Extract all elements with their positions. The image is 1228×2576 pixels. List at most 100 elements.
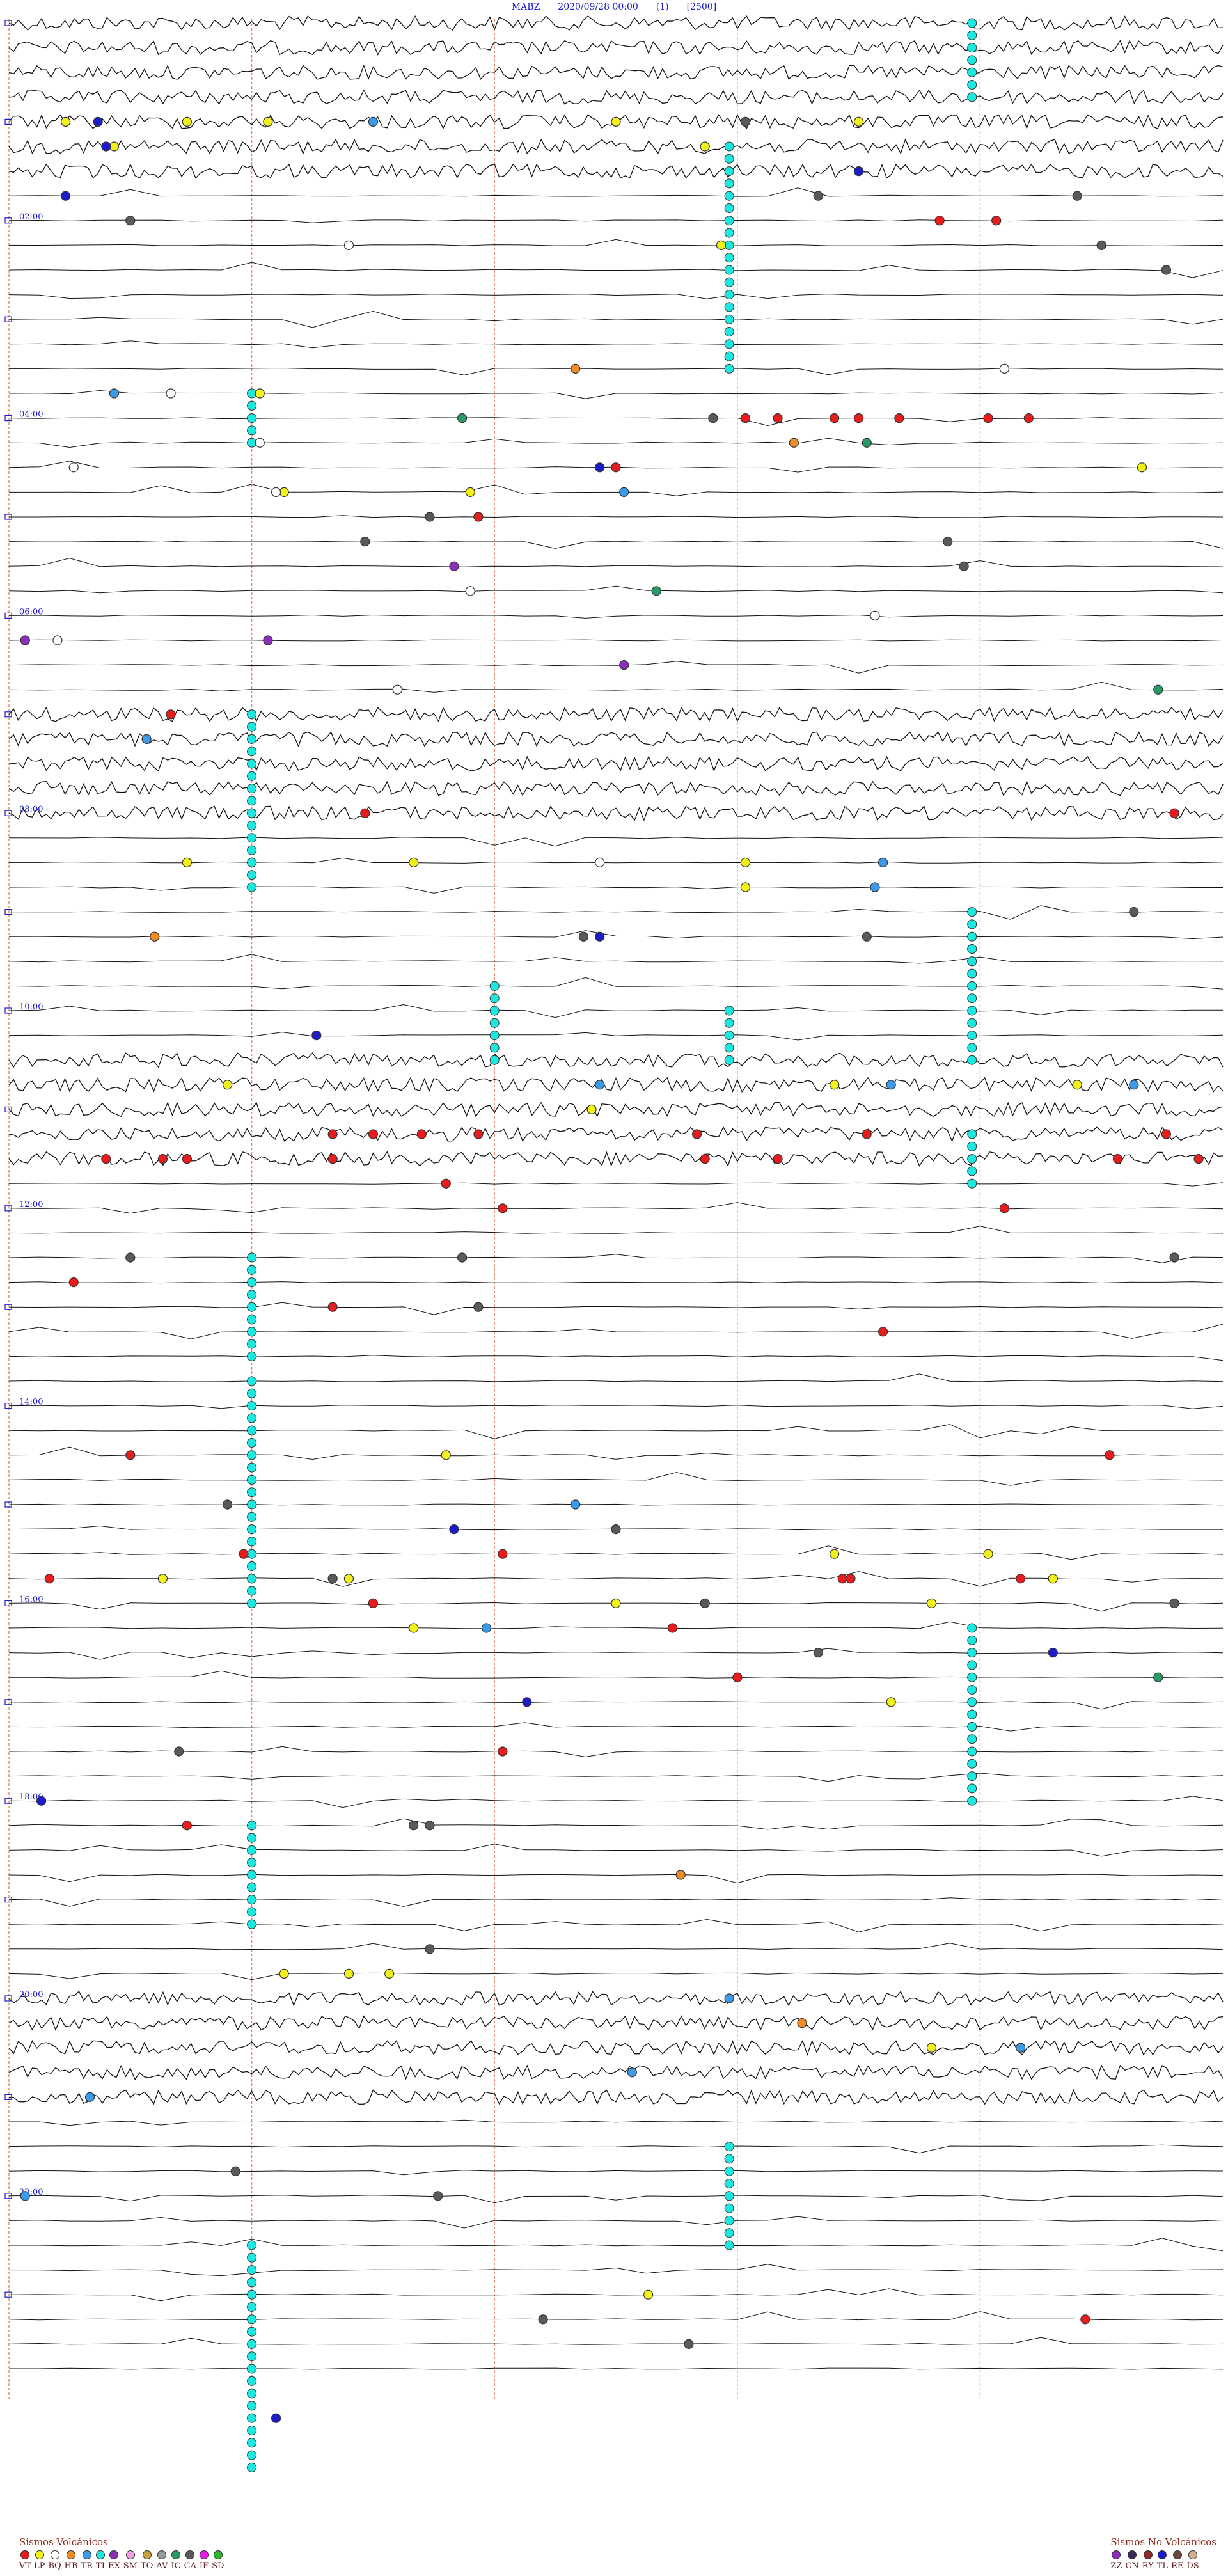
trace-line bbox=[9, 1943, 1224, 1950]
event-ti bbox=[489, 981, 500, 991]
event-ca bbox=[1072, 191, 1082, 201]
event-bq bbox=[999, 363, 1009, 374]
header-scale: [2500] bbox=[686, 2, 717, 12]
event-vt bbox=[1169, 808, 1179, 818]
legend-volcanic-label-hb: HB bbox=[64, 2561, 78, 2571]
event-bq bbox=[392, 684, 402, 695]
event-bq bbox=[870, 610, 880, 621]
event-lp bbox=[223, 1080, 233, 1090]
trace-line bbox=[8, 2015, 1224, 2032]
row-marker bbox=[4, 1205, 12, 1212]
time-label: 14:00 bbox=[19, 1398, 43, 1407]
event-ti bbox=[247, 413, 257, 423]
event-tr bbox=[886, 1080, 896, 1090]
legend-nonvolcanic-item-re: RE bbox=[1171, 2550, 1183, 2571]
event-ti bbox=[724, 1055, 734, 1065]
event-ti bbox=[724, 2154, 734, 2164]
event-lp bbox=[1048, 1574, 1058, 1584]
trace-line bbox=[8, 1052, 1224, 1068]
event-ex bbox=[263, 635, 273, 645]
event-ti bbox=[967, 18, 977, 28]
event-ti bbox=[247, 1870, 257, 1880]
event-tl bbox=[449, 1524, 459, 1535]
event-lp bbox=[740, 882, 751, 892]
time-label: 20:00 bbox=[19, 1990, 43, 2000]
trace-line bbox=[9, 515, 1224, 518]
legend-nonvolcanic-label-ry: RY bbox=[1142, 2561, 1154, 2571]
trace-line bbox=[8, 930, 1224, 940]
event-ti bbox=[724, 2228, 734, 2238]
event-lp bbox=[182, 857, 192, 868]
event-ti bbox=[247, 1574, 257, 1584]
time-label: 02:00 bbox=[19, 212, 43, 222]
event-lp bbox=[409, 1623, 419, 1633]
event-tr bbox=[870, 882, 880, 892]
event-ti bbox=[247, 1462, 257, 1473]
trace-line bbox=[8, 805, 1224, 821]
event-ti bbox=[967, 1043, 977, 1053]
event-ti bbox=[967, 1746, 977, 1757]
event-ca bbox=[959, 561, 969, 571]
event-ca bbox=[813, 1648, 823, 1658]
trace-line bbox=[8, 239, 1224, 246]
legend-nonvolcanic-dot-ry bbox=[1143, 2550, 1153, 2559]
event-ti bbox=[967, 981, 977, 991]
trace-line bbox=[8, 219, 1224, 223]
event-ca bbox=[425, 1821, 435, 1831]
trace-line bbox=[8, 294, 1224, 299]
event-vt bbox=[894, 413, 904, 423]
trace-line bbox=[8, 15, 1224, 31]
event-ti bbox=[967, 1660, 977, 1670]
legend-volcanic-label-sm: SM bbox=[123, 2561, 138, 2571]
trace-line bbox=[8, 1126, 1224, 1142]
event-ti bbox=[247, 438, 257, 448]
event-ti bbox=[247, 1401, 257, 1411]
trace-line bbox=[8, 780, 1224, 797]
event-ca bbox=[360, 536, 370, 547]
row-marker bbox=[4, 20, 12, 26]
event-ti bbox=[247, 784, 257, 794]
event-ti bbox=[489, 1018, 500, 1028]
legend-nonvolcanic-item-tl: TL bbox=[1157, 2550, 1168, 2571]
event-ca bbox=[684, 2339, 694, 2349]
event-ti bbox=[724, 2215, 734, 2225]
event-bq bbox=[68, 462, 79, 473]
event-ti bbox=[247, 1315, 257, 1324]
event-ti bbox=[724, 141, 734, 152]
trace-line bbox=[8, 755, 1224, 772]
event-ti bbox=[247, 1425, 257, 1435]
event-lp bbox=[830, 1080, 840, 1090]
event-ti bbox=[967, 1623, 977, 1633]
event-tr bbox=[1129, 1080, 1139, 1090]
trace-line bbox=[8, 138, 1224, 155]
event-vt bbox=[166, 709, 176, 720]
event-ti bbox=[724, 166, 734, 177]
event-ic bbox=[457, 413, 468, 423]
event-ti bbox=[967, 1154, 977, 1164]
event-lp bbox=[465, 487, 475, 498]
event-ti bbox=[247, 771, 257, 781]
event-ti bbox=[247, 734, 257, 744]
header-datetime: 2020/09/28 00:00 bbox=[558, 2, 638, 12]
trace-line bbox=[8, 1102, 1224, 1118]
legend-volcanic-dot-hb bbox=[67, 2550, 76, 2559]
trace-line bbox=[8, 558, 1224, 567]
event-ti bbox=[247, 1376, 257, 1386]
event-vt bbox=[991, 216, 1002, 226]
event-lp bbox=[255, 388, 265, 399]
event-hb bbox=[571, 363, 581, 374]
trace-line bbox=[9, 367, 1224, 375]
event-ti bbox=[967, 1771, 977, 1782]
event-lp bbox=[611, 116, 621, 127]
event-lp bbox=[441, 1450, 451, 1460]
trace-line bbox=[8, 390, 1224, 399]
legend-volcanic-dot-ic bbox=[171, 2550, 181, 2559]
trace-line bbox=[8, 905, 1224, 920]
event-tr bbox=[1016, 2043, 1026, 2053]
event-ti bbox=[489, 1006, 500, 1016]
event-ti bbox=[967, 931, 977, 942]
row-marker bbox=[4, 217, 12, 224]
event-ic bbox=[1153, 1672, 1163, 1682]
trace-line bbox=[8, 585, 1224, 594]
trace-line bbox=[8, 1004, 1224, 1018]
